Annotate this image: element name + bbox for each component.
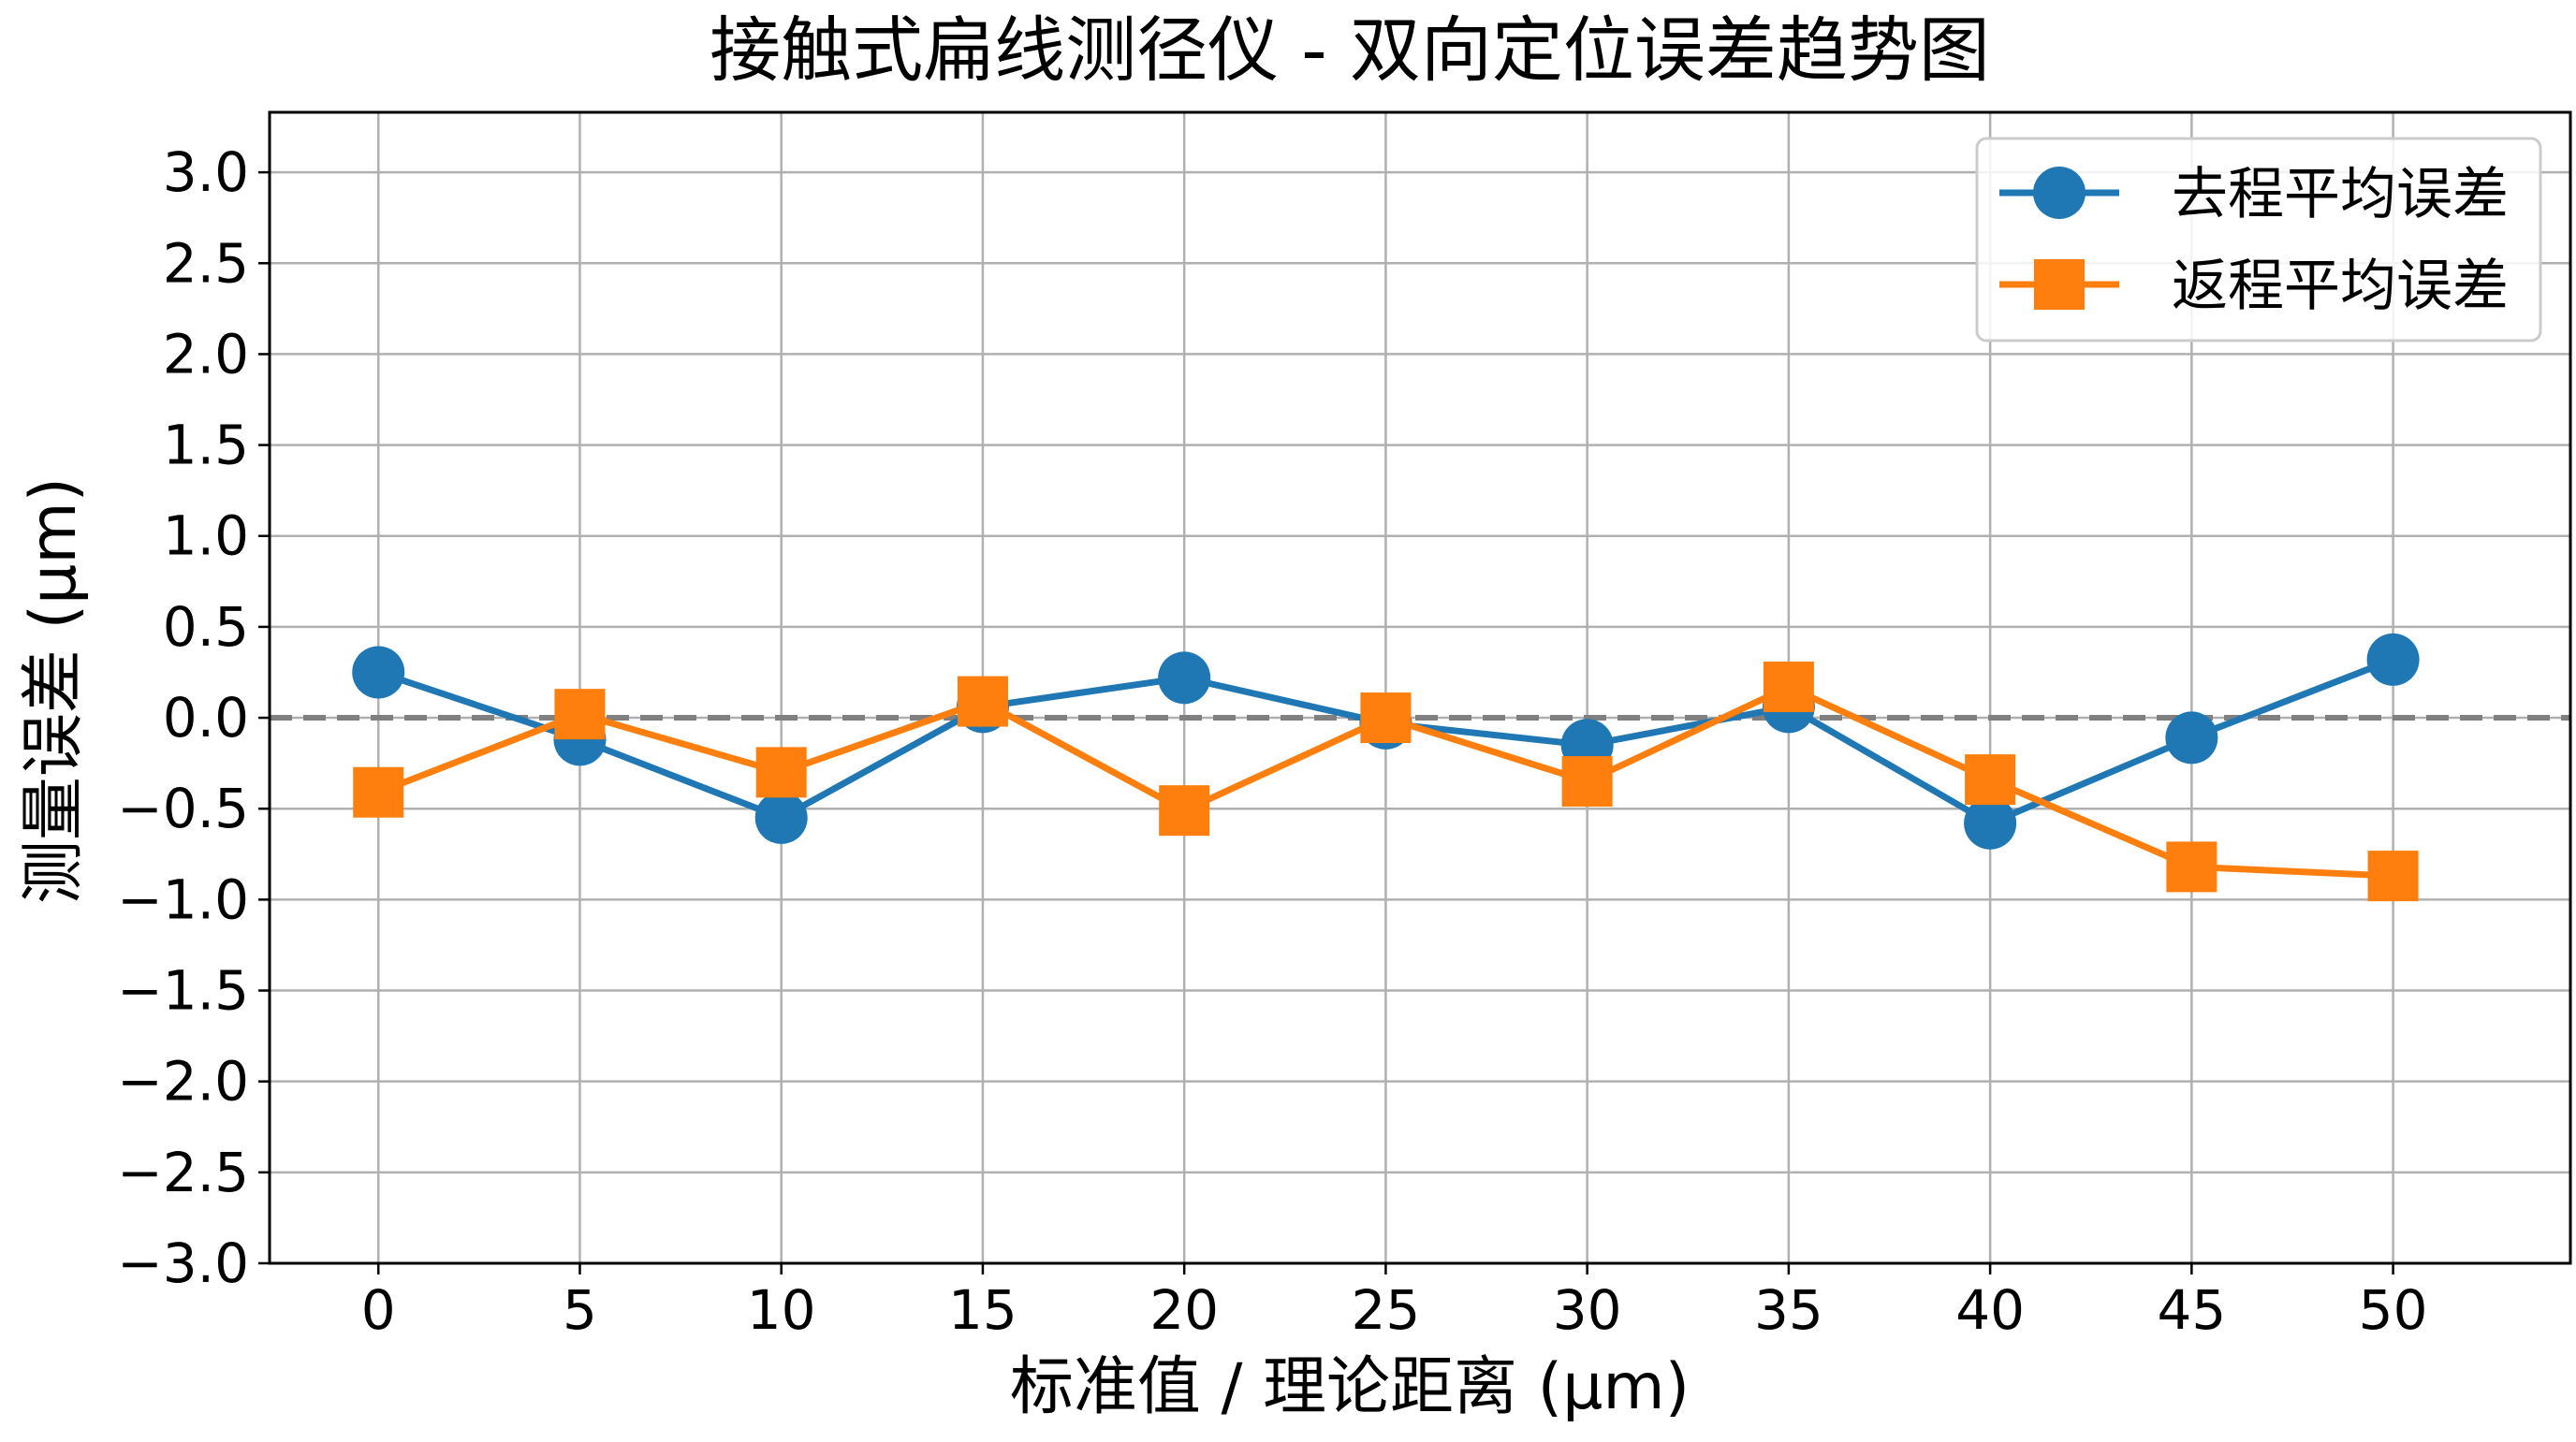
series-0-point-4 <box>1158 651 1211 705</box>
x-tick-label-7: 35 <box>1754 1278 1823 1342</box>
y-tick-label-2: 2.0 <box>163 322 249 386</box>
y-tick-label-1: 2.5 <box>163 231 249 295</box>
y-tick-label-12: −3.0 <box>117 1231 249 1295</box>
series-0-point-2 <box>754 791 808 844</box>
series-1-point-4 <box>1159 785 1210 837</box>
series-1-point-10 <box>2367 851 2419 902</box>
plot-area-frame <box>268 110 2572 1265</box>
y-tick-label-4: 1.0 <box>163 504 249 568</box>
series-0-point-9 <box>2165 711 2218 765</box>
legend-marker-1 <box>2034 259 2085 310</box>
x-tick-label-5: 25 <box>1352 1278 1421 1342</box>
y-tick-label-6: 0.0 <box>163 686 249 750</box>
x-tick-label-2: 10 <box>747 1278 816 1342</box>
series-0-point-8 <box>1964 796 2017 850</box>
series-1-point-7 <box>1763 662 1814 713</box>
series-1-point-2 <box>755 747 807 798</box>
legend-label-0: 去程平均误差 <box>2172 162 2509 227</box>
series-layer <box>352 633 2420 902</box>
y-tick-label-7: −0.5 <box>117 777 249 840</box>
series-1-point-8 <box>1965 754 2016 806</box>
x-tick-label-3: 15 <box>948 1278 1017 1342</box>
series-1-point-0 <box>353 766 404 818</box>
y-tick-label-10: −2.0 <box>117 1050 249 1114</box>
y-tick-label-8: −1.0 <box>117 867 249 931</box>
y-tick-label-3: 1.5 <box>163 414 249 477</box>
chart-title: 接触式扁线测径仪 - 双向定位误差趋势图 <box>710 8 1990 92</box>
y-tick-label-5: 0.5 <box>163 595 249 659</box>
y-tick-label-9: −1.5 <box>117 959 249 1023</box>
x-axis-label: 标准值 / 理论距离 (μm) <box>1010 1350 1690 1424</box>
y-tick-label-0: 3.0 <box>163 140 249 204</box>
x-tick-label-6: 30 <box>1553 1278 1622 1342</box>
series-0-point-10 <box>2366 633 2420 686</box>
x-tick-label-8: 40 <box>1955 1278 2025 1342</box>
axis-ticks: 0 5 10 15 20 25 30 35 40 45 50 3.0 2.5 2.0 1.5 1.0 0.5 0.… <box>117 140 2427 1342</box>
y-axis-label: 测量误差 (μm) <box>17 477 91 904</box>
x-tick-label-4: 20 <box>1149 1278 1219 1342</box>
y-tick-label-11: −2.5 <box>117 1141 249 1204</box>
legend-box <box>1975 137 2542 342</box>
series-0-point-0 <box>352 646 405 699</box>
x-tick-label-1: 5 <box>563 1278 597 1342</box>
series-1-point-1 <box>554 689 606 740</box>
legend-marker-0 <box>2033 167 2086 219</box>
x-tick-label-0: 0 <box>361 1278 396 1342</box>
series-1-point-5 <box>1360 692 1412 744</box>
series-1-point-6 <box>1561 756 1613 808</box>
series-1 <box>353 662 2419 902</box>
x-tick-label-9: 45 <box>2157 1278 2226 1342</box>
series-1-point-9 <box>2166 841 2217 893</box>
legend-label-1: 返程平均误差 <box>2172 254 2509 319</box>
series-1-point-3 <box>957 676 1008 727</box>
x-tick-label-10: 50 <box>2359 1278 2428 1342</box>
